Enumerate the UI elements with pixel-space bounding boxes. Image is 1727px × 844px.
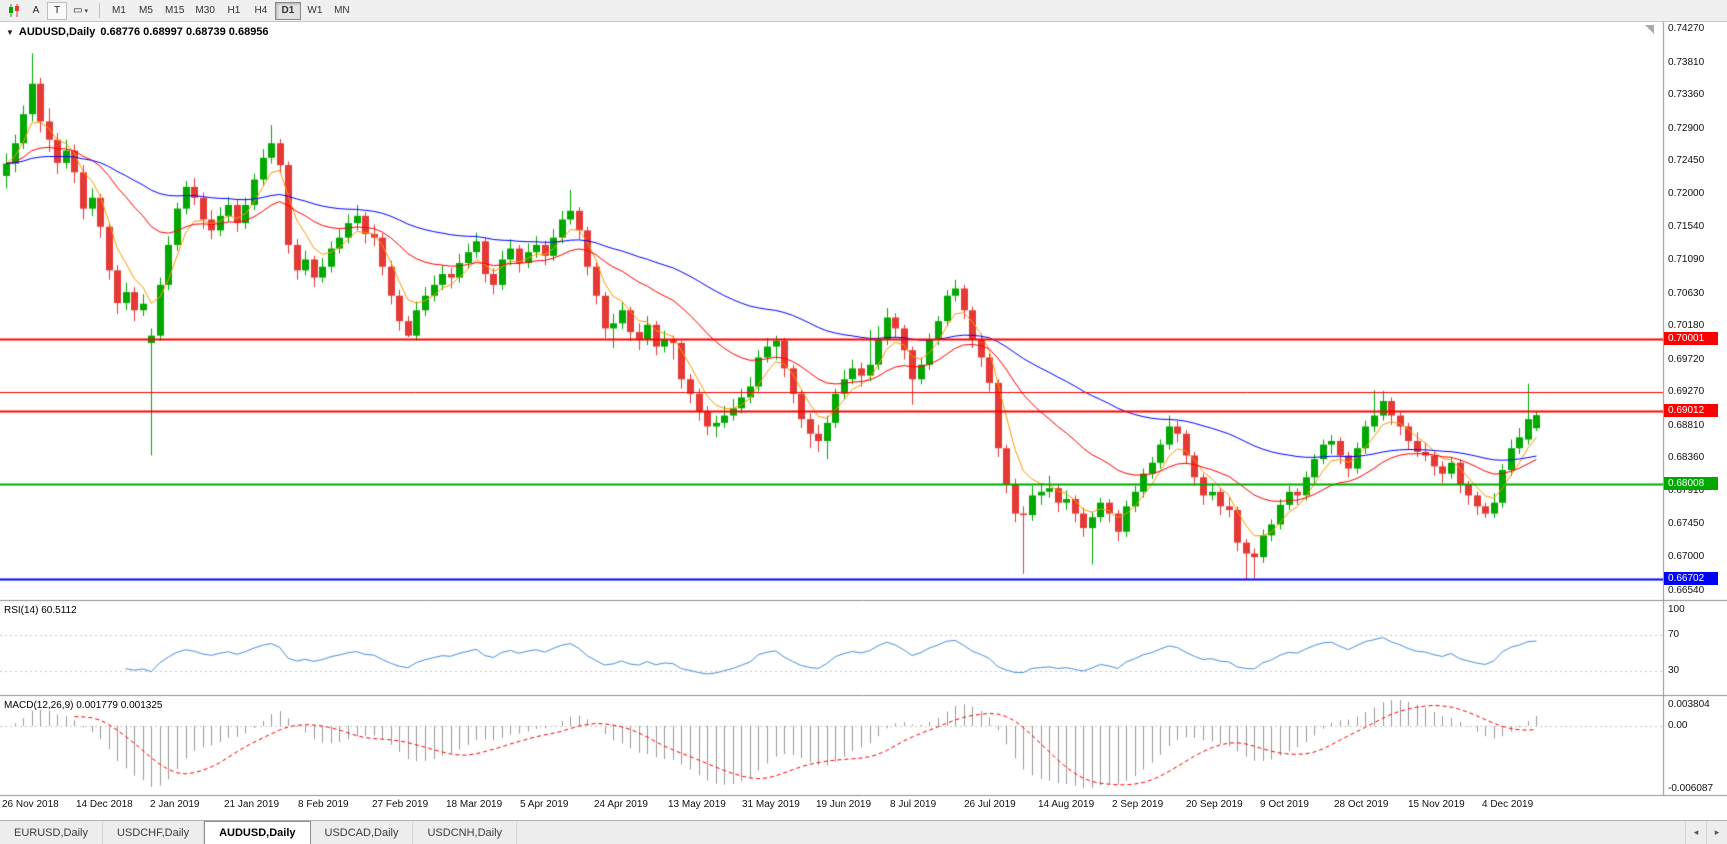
timeframe-m5-button[interactable]: M5 <box>133 2 159 20</box>
timeframe-mn-button[interactable]: MN <box>329 2 355 20</box>
timeframe-h4-button[interactable]: H4 <box>248 2 274 20</box>
timeframe-m30-button[interactable]: M30 <box>190 2 219 20</box>
tab-audusd-daily[interactable]: AUDUSD,Daily <box>204 821 311 844</box>
toolbar-separator <box>98 3 100 18</box>
chart-stack: ▼ AUDUSD,Daily 0.68776 0.68997 0.68739 0… <box>0 22 1727 820</box>
cursor-tool-button[interactable]: A <box>26 2 46 20</box>
timeframe-m15-button[interactable]: M15 <box>160 2 189 20</box>
chart-shift-marker[interactable] <box>1645 25 1654 34</box>
tab-eurusd-daily[interactable]: EURUSD,Daily <box>0 821 103 844</box>
tab-usdchf-daily[interactable]: USDCHF,Daily <box>103 821 205 844</box>
price-chart-canvas[interactable] <box>0 22 1727 820</box>
timeframe-h1-button[interactable]: H1 <box>221 2 247 20</box>
rectangle-shape-icon: ▭ <box>73 5 83 16</box>
timeframe-d1-button[interactable]: D1 <box>274 1 301 20</box>
tab-usdcnh-daily[interactable]: USDCNH,Daily <box>413 821 518 844</box>
shapes-tool-button[interactable]: ▭ ▾ <box>68 2 93 20</box>
tab-usdcad-daily[interactable]: USDCAD,Daily <box>311 821 414 844</box>
chevron-down-icon: ▾ <box>84 7 88 15</box>
main-toolbar: A T ▭ ▾ M1 M5 M15 M30 H1 H4 D1 W1 MN <box>0 0 1727 22</box>
candlestick-chart-icon <box>9 4 19 17</box>
text-tool-button[interactable]: T <box>47 1 67 20</box>
tab-scroll-left-button[interactable]: ◂ <box>1685 821 1706 844</box>
chart-type-button[interactable] <box>3 2 25 20</box>
tab-scroll-right-button[interactable]: ▸ <box>1706 821 1727 844</box>
chart-tab-bar: EURUSD,Daily USDCHF,Daily AUDUSD,Daily U… <box>0 820 1727 844</box>
timeframe-w1-button[interactable]: W1 <box>302 2 328 20</box>
tabbar-spacer <box>517 821 1685 844</box>
timeframe-m1-button[interactable]: M1 <box>106 2 132 20</box>
